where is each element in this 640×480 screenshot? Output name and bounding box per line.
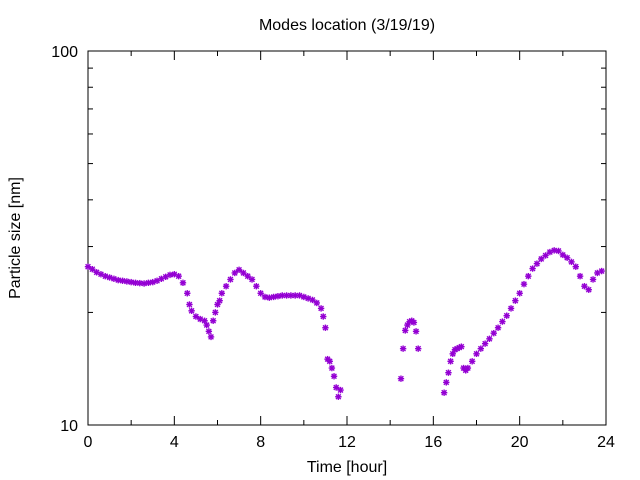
data-point: [218, 290, 226, 297]
data-point: [89, 265, 96, 273]
data-point: [494, 324, 502, 331]
data-point: [415, 345, 422, 352]
data-point: [292, 292, 299, 299]
data-point: [253, 283, 260, 290]
data-point: [330, 373, 338, 380]
data-point: [576, 272, 584, 280]
y-tick-label: 10: [60, 418, 78, 435]
data-point: [317, 305, 325, 312]
data-point: [175, 272, 182, 280]
x-tick-label: 4: [170, 434, 179, 451]
data-point: [490, 329, 497, 337]
data-point: [464, 364, 472, 372]
data-point: [227, 276, 234, 283]
x-tick-label: 0: [84, 434, 93, 451]
data-point: [320, 313, 327, 320]
data-point: [512, 297, 519, 304]
data-point: [447, 358, 454, 365]
data-point: [179, 279, 187, 287]
data-point: [397, 375, 405, 382]
data-point: [222, 283, 230, 290]
data-point: [598, 267, 605, 275]
data-point: [410, 319, 418, 326]
data-point: [499, 318, 506, 325]
x-tick-label: 16: [424, 434, 442, 451]
data-point: [203, 321, 210, 329]
data-point: [533, 260, 541, 267]
y-axis-label: Particle size [nm]: [7, 177, 24, 299]
data-point: [235, 266, 243, 273]
x-axis-label: Time [hour]: [307, 459, 387, 476]
y-tick-label: 100: [51, 44, 78, 61]
data-point: [563, 254, 571, 261]
data-point: [287, 292, 295, 299]
data-point: [399, 345, 407, 352]
data-point: [274, 292, 282, 300]
data-point: [443, 379, 450, 386]
x-axis: 0 4 8 12 16 20 24: [84, 51, 615, 451]
data-point: [166, 271, 174, 279]
plot-frame: [87, 50, 607, 426]
data-point: [477, 345, 485, 352]
data-point: [572, 263, 579, 270]
data-point: [188, 307, 195, 314]
data-point: [337, 386, 344, 394]
data-point: [335, 393, 342, 400]
data-point: [516, 290, 523, 297]
data-point: [559, 251, 567, 259]
data-point: [119, 277, 126, 284]
data-point: [568, 258, 575, 266]
chart-title: Modes location (3/19/19): [259, 17, 435, 34]
data-point: [240, 269, 247, 277]
y-axis: 10 100: [51, 44, 606, 435]
data-point: [266, 294, 273, 301]
data-point: [205, 328, 213, 335]
data-point: [503, 312, 510, 319]
data-point: [322, 324, 329, 331]
data-point: [248, 276, 256, 283]
x-tick-label: 8: [256, 434, 265, 451]
data-point: [309, 296, 316, 304]
data-point: [209, 317, 217, 324]
data-point: [313, 299, 320, 307]
data-point: [326, 358, 333, 365]
data-points: [84, 247, 605, 400]
data-point: [589, 276, 597, 283]
data-point: [212, 309, 219, 316]
x-tick-label: 20: [511, 434, 529, 451]
data-point: [412, 328, 420, 335]
data-point: [231, 269, 238, 277]
data-point: [585, 286, 592, 293]
data-point: [445, 369, 452, 376]
data-point: [328, 364, 336, 372]
data-point: [186, 301, 193, 308]
data-point: [149, 278, 156, 286]
data-point: [440, 389, 448, 396]
x-tick-label: 12: [338, 434, 356, 451]
data-point: [244, 272, 251, 280]
data-point: [458, 343, 465, 350]
x-tick-label: 24: [597, 434, 615, 451]
data-point: [520, 280, 528, 288]
data-point: [481, 340, 489, 347]
data-point: [525, 272, 532, 280]
data-point: [216, 297, 223, 304]
data-point: [473, 350, 480, 358]
data-point: [184, 290, 191, 297]
data-point: [207, 333, 215, 341]
data-point: [402, 327, 409, 334]
data-point: [507, 305, 515, 312]
data-point: [529, 265, 536, 272]
data-point: [261, 293, 269, 301]
data-point: [486, 335, 493, 343]
data-point: [555, 247, 562, 255]
data-point: [270, 293, 277, 301]
data-point: [468, 358, 476, 365]
